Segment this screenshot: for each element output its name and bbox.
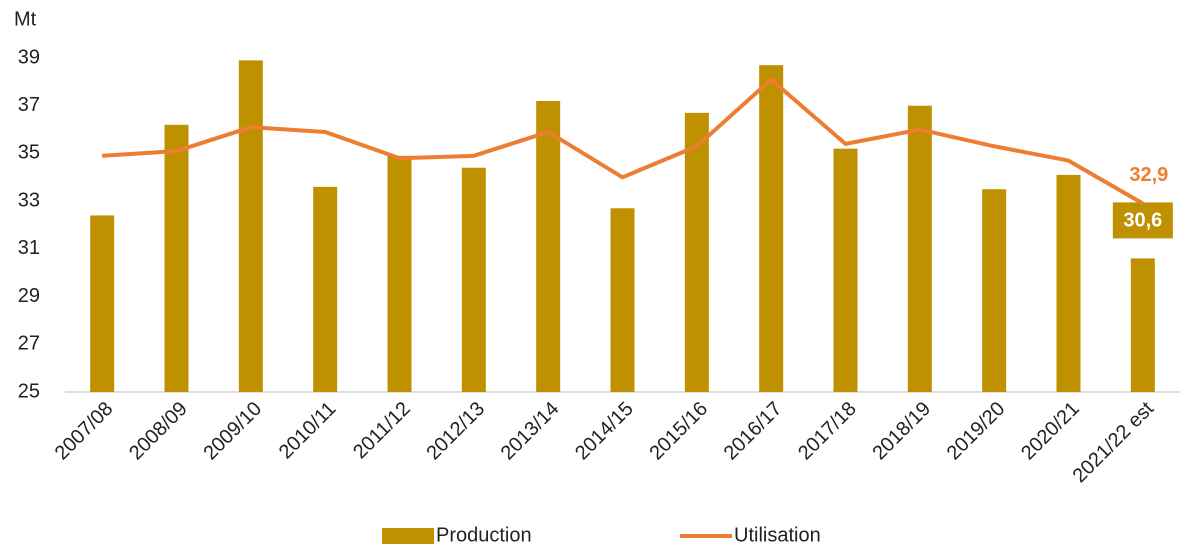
y-tick-label: 29 <box>18 285 40 307</box>
bar <box>833 148 858 392</box>
bar <box>238 60 263 393</box>
y-tick-label: 31 <box>18 237 40 259</box>
bar <box>759 65 784 393</box>
x-tick-label: 2020/21 <box>1017 398 1084 465</box>
x-tick-label: 2014/15 <box>571 398 638 465</box>
legend-label: Utilisation <box>734 524 821 546</box>
y-tick-label: 27 <box>18 333 40 355</box>
x-tick-label: 2008/09 <box>125 398 192 465</box>
x-tick-label: 2007/08 <box>51 398 118 465</box>
bar <box>610 208 635 392</box>
y-tick-label: 39 <box>18 46 40 68</box>
y-tick-label: 33 <box>18 189 40 211</box>
y-tick-label: 25 <box>18 380 40 402</box>
x-tick-label: 2012/13 <box>422 398 489 465</box>
y-tick-label: 37 <box>18 94 40 116</box>
x-tick-label: 2018/19 <box>868 398 935 465</box>
x-tick-label: 2015/16 <box>645 398 712 465</box>
x-tick-label: 2016/17 <box>720 398 787 465</box>
y-tick-label: 35 <box>18 142 40 164</box>
data-label: 32,9 <box>1129 164 1168 186</box>
legend-swatch <box>382 528 434 544</box>
bar <box>90 215 115 392</box>
x-tick-label: 2019/20 <box>943 398 1010 465</box>
bar <box>1130 258 1155 392</box>
bar <box>387 155 412 392</box>
data-label: 30,6 <box>1123 210 1162 232</box>
bar <box>684 112 709 392</box>
bar <box>313 186 338 392</box>
bar <box>164 124 189 393</box>
x-tick-label: 2017/18 <box>794 398 861 465</box>
bar <box>982 189 1007 392</box>
bar <box>907 105 932 392</box>
x-tick-label: 2010/11 <box>275 398 341 464</box>
x-tick-label: 2009/10 <box>199 398 266 465</box>
legend-label: Production <box>436 524 532 546</box>
x-tick-label: 2013/14 <box>497 398 564 465</box>
line <box>102 77 1144 206</box>
data-label-box <box>1112 202 1173 239</box>
y-axis-label: Mt <box>14 8 37 30</box>
bar <box>536 100 561 392</box>
x-tick-label: 2021/22 est <box>1069 397 1159 487</box>
x-tick-label: 2011/12 <box>349 398 415 464</box>
bar <box>1056 174 1081 392</box>
bar <box>461 167 486 392</box>
